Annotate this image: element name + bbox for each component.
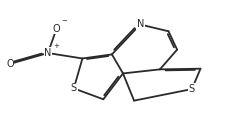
Text: O: O (6, 59, 14, 69)
Text: +: + (53, 43, 59, 49)
Text: N: N (137, 19, 144, 30)
Text: S: S (71, 83, 77, 93)
Text: O: O (53, 24, 60, 34)
Text: S: S (189, 84, 195, 94)
Text: −: − (62, 18, 67, 24)
Text: N: N (44, 48, 52, 58)
